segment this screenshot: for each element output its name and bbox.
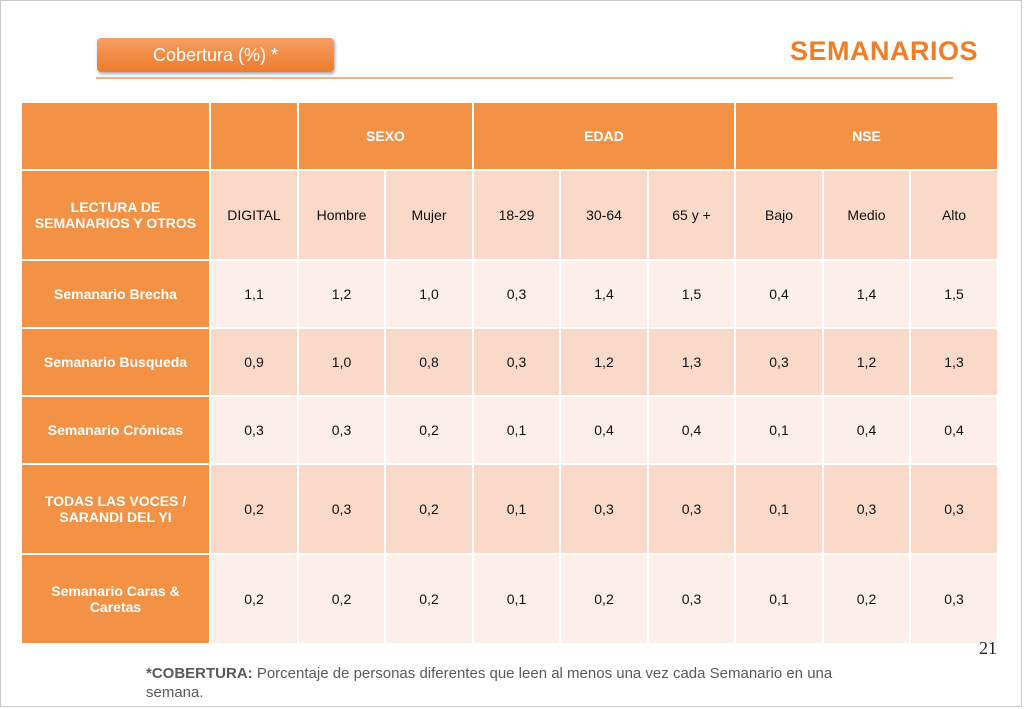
table-cell: 1,2 (822, 327, 911, 397)
table-cell: 0,8 (384, 327, 474, 397)
row-header-label: LECTURA DE SEMANARIOS Y OTROS (20, 169, 211, 261)
table-cell: 1,0 (297, 327, 386, 397)
row-label: Semanario Crónicas (20, 395, 211, 465)
column-header: 65 y + (647, 169, 736, 261)
table-cell: 1,1 (209, 259, 299, 329)
column-header: Hombre (297, 169, 386, 261)
column-header: 18-29 (472, 169, 561, 261)
table-cell: 0,3 (559, 463, 649, 555)
column-header: Bajo (734, 169, 824, 261)
table-cell: 0,9 (209, 327, 299, 397)
column-header-row: LECTURA DE SEMANARIOS Y OTROS DIGITAL Ho… (20, 169, 999, 261)
group-header-edad: EDAD (472, 101, 736, 171)
table-cell: 0,3 (472, 327, 561, 397)
footnote-label: *COBERTURA: (146, 665, 253, 682)
group-header-digital (209, 101, 299, 171)
table-cell: 0,2 (209, 463, 299, 555)
table-cell: 0,4 (647, 395, 736, 465)
table-cell: 0,1 (734, 395, 824, 465)
table-row: Semanario Busqueda 0,9 1,0 0,8 0,3 1,2 1,3 0,3 1… (20, 327, 999, 397)
table-cell: 0,3 (734, 327, 824, 397)
column-header: 30-64 (559, 169, 649, 261)
table-cell: 0,4 (822, 395, 911, 465)
table-cell: 0,4 (909, 395, 999, 465)
table-cell: 0,2 (559, 553, 649, 645)
table-cell: 0,2 (297, 553, 386, 645)
coverage-tag: Cobertura (%) * (97, 38, 334, 72)
column-header: Mujer (384, 169, 474, 261)
row-label: TODAS LAS VOCES / SARANDI DEL YI (20, 463, 211, 555)
table-cell: 0,2 (384, 395, 474, 465)
table-row: Semanario Crónicas 0,3 0,3 0,2 0,1 0,4 0,4 0,1 0… (20, 395, 999, 465)
footnote-text: Porcentaje de personas diferentes que le… (146, 665, 833, 701)
group-header-row: SEXO EDAD NSE (20, 101, 999, 171)
table-cell: 1,2 (297, 259, 386, 329)
table-cell: 0,3 (297, 463, 386, 555)
table-cell: 0,1 (472, 395, 561, 465)
table-cell: 1,5 (647, 259, 736, 329)
table-cell: 0,3 (909, 553, 999, 645)
column-header: Alto (909, 169, 999, 261)
table-cell: 0,4 (734, 259, 824, 329)
table-cell: 1,3 (647, 327, 736, 397)
column-header: Medio (822, 169, 911, 261)
table-cell: 1,4 (559, 259, 649, 329)
page-number: 21 (979, 638, 997, 658)
table-cell: 0,3 (472, 259, 561, 329)
table-cell: 0,3 (909, 463, 999, 555)
table-row: Semanario Brecha 1,1 1,2 1,0 0,3 1,4 1,5 0,4 1,4… (20, 259, 999, 329)
table-cell: 1,3 (909, 327, 999, 397)
group-header-empty (20, 101, 211, 171)
row-label: Semanario Busqueda (20, 327, 211, 397)
footnote: *COBERTURA: Porcentaje de personas difer… (146, 664, 886, 702)
table-cell: 0,3 (209, 395, 299, 465)
table-cell: 0,2 (209, 553, 299, 645)
table-cell: 0,3 (647, 553, 736, 645)
table-cell: 0,2 (384, 463, 474, 555)
table-cell: 1,5 (909, 259, 999, 329)
coverage-table: SEXO EDAD NSE LECTURA DE SEMANARIOS Y OT… (20, 101, 999, 645)
table-cell: 0,1 (734, 553, 824, 645)
table-cell: 0,4 (559, 395, 649, 465)
table-row: Semanario Caras & Caretas 0,2 0,2 0,2 0,1 0,2… (20, 553, 999, 645)
table-cell: 1,4 (822, 259, 911, 329)
table-cell: 1,0 (384, 259, 474, 329)
table-cell: 0,3 (647, 463, 736, 555)
group-header-sexo: SEXO (297, 101, 474, 171)
row-label: Semanario Brecha (20, 259, 211, 329)
title-divider (96, 77, 953, 79)
table-cell: 1,2 (559, 327, 649, 397)
row-label: Semanario Caras & Caretas (20, 553, 211, 645)
table-row: TODAS LAS VOCES / SARANDI DEL YI 0,2 0,3 0,… (20, 463, 999, 555)
table-cell: 0,2 (384, 553, 474, 645)
table-cell: 0,1 (734, 463, 824, 555)
page-title: SEMANARIOS (789, 36, 978, 66)
table-cell: 0,1 (472, 553, 561, 645)
table-cell: 0,3 (297, 395, 386, 465)
column-header: DIGITAL (209, 169, 299, 261)
table-cell: 0,2 (822, 553, 911, 645)
table-cell: 0,3 (822, 463, 911, 555)
group-header-nse: NSE (734, 101, 999, 171)
table-cell: 0,1 (472, 463, 561, 555)
